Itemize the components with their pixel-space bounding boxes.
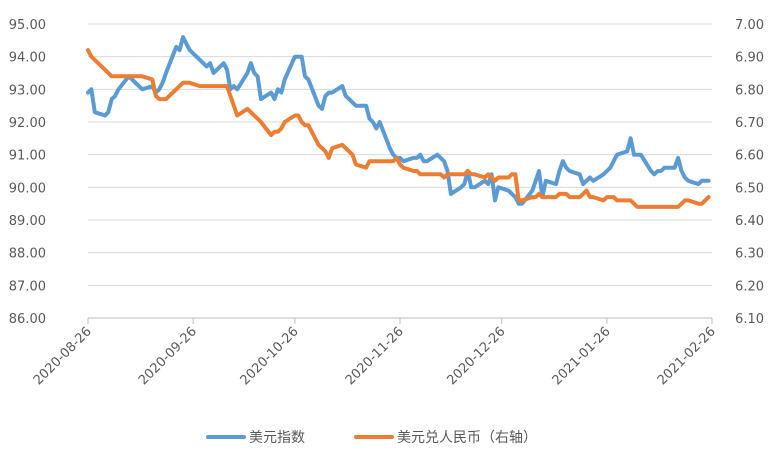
right-y-tick-label: 6.20 (735, 279, 764, 294)
right-y-tick-label: 6.30 (735, 247, 764, 262)
left-y-tick-label: 90.00 (9, 181, 46, 196)
legend-label-usdcny: 美元兑人民币（右轴） (397, 430, 537, 446)
right-y-tick-label: 6.50 (735, 181, 764, 196)
left-y-tick-label: 91.00 (9, 149, 46, 164)
x-tick-label: 2021-02-26 (655, 324, 719, 388)
legend-label-usd-index: 美元指数 (249, 430, 305, 446)
left-y-tick-label: 92.00 (9, 116, 46, 131)
right-y-tick-label: 6.60 (735, 149, 764, 164)
x-tick-label: 2021-01-26 (550, 324, 614, 388)
left-y-tick-label: 94.00 (9, 51, 46, 66)
right-y-tick-label: 7.00 (735, 18, 764, 33)
gridlines (88, 23, 712, 319)
x-tick-label: 2020-09-26 (136, 324, 200, 388)
x-tick-label: 2020-11-26 (343, 324, 407, 388)
right-y-tick-label: 6.70 (735, 116, 764, 131)
x-tick-label: 2020-08-26 (31, 324, 95, 388)
left-y-tick-label: 93.00 (9, 83, 46, 98)
left-y-tick-label: 86.00 (9, 312, 46, 327)
usd-index-line (86, 35, 711, 206)
left-y-tick-label: 95.00 (9, 18, 46, 33)
legend: 美元指数 美元兑人民币（右轴） (206, 430, 537, 446)
left-y-axis: 86.00 87.00 88.00 89.00 90.00 91.00 92.00 93.00… (9, 18, 46, 327)
series-lines (86, 35, 711, 209)
left-y-tick-label: 88.00 (9, 247, 46, 262)
left-y-tick-label: 87.00 (9, 279, 46, 294)
right-y-tick-label: 6.40 (735, 214, 764, 229)
right-y-axis: 6.10 6.20 6.30 6.40 6.50 6.60 6.70 6.80 6.90 7.00 (735, 18, 764, 327)
x-axis: 2020-08-26 2020-09-26 2020-10-26 2020-11-26… (31, 317, 719, 388)
x-tick-label: 2020-10-26 (238, 324, 302, 388)
usdcny-line (86, 48, 711, 209)
right-y-tick-label: 6.80 (735, 83, 764, 98)
left-y-tick-label: 89.00 (9, 214, 46, 229)
x-tick-label: 2020-12-26 (445, 324, 509, 388)
right-y-tick-label: 6.90 (735, 51, 764, 66)
right-y-tick-label: 6.10 (735, 312, 764, 327)
